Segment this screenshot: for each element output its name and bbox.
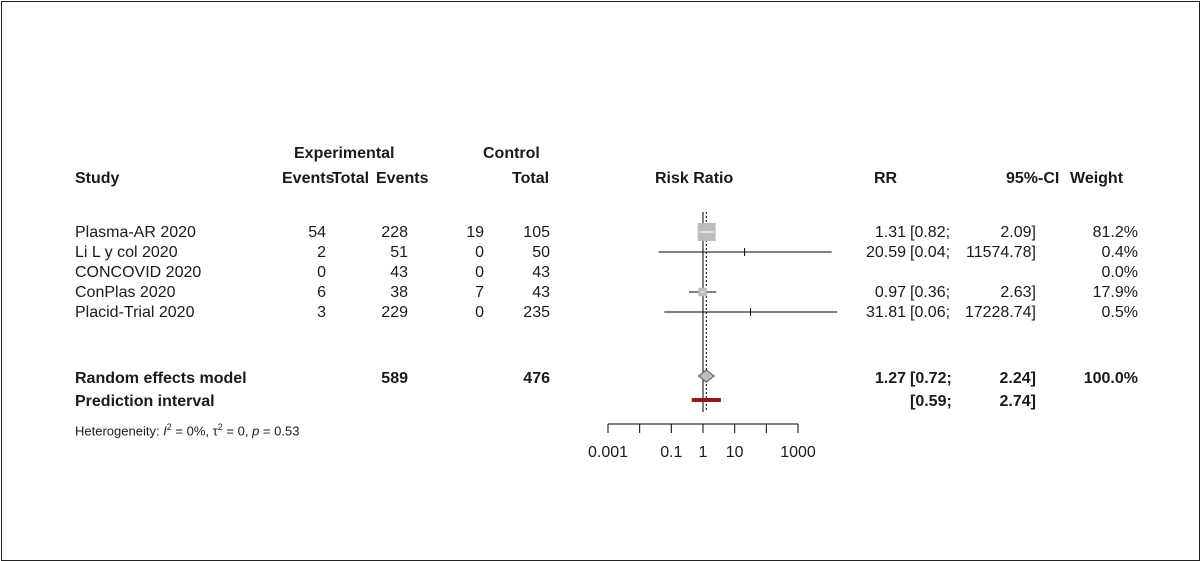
header-events-exp: Events xyxy=(282,170,335,187)
tick-label: 0.001 xyxy=(588,444,628,461)
summary-weight: 100.0% xyxy=(1083,370,1138,387)
weight-value: 81.2% xyxy=(1092,224,1138,241)
events-ctrl: 19 xyxy=(466,224,484,241)
tick-label: 1000 xyxy=(780,444,816,461)
total-exp: 229 xyxy=(381,304,408,321)
header-experimental: Experimental xyxy=(294,145,395,162)
events-exp: 6 xyxy=(317,284,326,301)
weight-value: 0.4% xyxy=(1101,244,1138,261)
summary-total-exp: 589 xyxy=(381,370,408,387)
events-exp: 3 xyxy=(317,304,326,321)
study-name: Placid-Trial 2020 xyxy=(75,304,195,321)
prediction-label: Prediction interval xyxy=(75,393,215,410)
total-ctrl: 43 xyxy=(532,264,550,281)
summary-rr: 1.27 xyxy=(874,370,906,387)
events-exp: 2 xyxy=(317,244,326,261)
heterogeneity-text: Heterogeneity: I2 = 0%, τ2 = 0, p = 0.53 xyxy=(75,422,300,439)
rr-value: 31.81 xyxy=(865,304,906,321)
ci-high: 2.09] xyxy=(1000,224,1036,241)
header-total-exp: Total xyxy=(332,170,370,187)
total-ctrl: 105 xyxy=(523,224,550,241)
header-total-ctrl: Total xyxy=(512,170,550,187)
tick-label: 10 xyxy=(726,444,744,461)
total-exp: 228 xyxy=(381,224,408,241)
ci-high: 11574.78] xyxy=(966,244,1036,261)
rr-value: 1.31 xyxy=(874,224,906,241)
summary-ci-high: 2.24] xyxy=(999,370,1036,387)
tick-label: 1 xyxy=(699,444,708,461)
ci-high: 17228.74] xyxy=(964,304,1036,321)
events-ctrl: 0 xyxy=(475,244,484,261)
ci-low: [0.82; xyxy=(910,224,951,241)
total-ctrl: 235 xyxy=(523,304,550,321)
summary-total-ctrl: 476 xyxy=(523,370,550,387)
prediction-ci-low: [0.59; xyxy=(910,393,952,410)
ci-low: [0.06; xyxy=(910,304,951,321)
header-risk-ratio: Risk Ratio xyxy=(655,170,734,187)
events-exp: 54 xyxy=(308,224,326,241)
total-exp: 51 xyxy=(390,244,408,261)
total-ctrl: 43 xyxy=(532,284,550,301)
summary-label: Random effects model xyxy=(75,370,247,387)
ci-low: [0.04; xyxy=(910,244,951,261)
header-rr: RR xyxy=(874,170,898,187)
header-study: Study xyxy=(75,170,120,187)
total-exp: 43 xyxy=(390,264,408,281)
prediction-bar xyxy=(691,398,721,402)
weight-value: 0.0% xyxy=(1101,264,1138,281)
ci-low: [0.36; xyxy=(910,284,951,301)
total-exp: 38 xyxy=(390,284,408,301)
rr-value: 20.59 xyxy=(865,244,906,261)
events-ctrl: 0 xyxy=(475,264,484,281)
header-events-ctrl: Events xyxy=(376,170,429,187)
study-name: Li L y col 2020 xyxy=(75,244,178,261)
study-name: CONCOVID 2020 xyxy=(75,264,202,281)
events-ctrl: 7 xyxy=(475,284,484,301)
summary-ci-low: [0.72; xyxy=(910,370,952,387)
rr-value: 0.97 xyxy=(874,284,906,301)
weight-value: 17.9% xyxy=(1092,284,1138,301)
events-ctrl: 0 xyxy=(475,304,484,321)
ci-high: 2.63] xyxy=(1000,284,1036,301)
study-name: ConPlas 2020 xyxy=(75,284,176,301)
total-ctrl: 50 xyxy=(532,244,550,261)
prediction-ci-high: 2.74] xyxy=(999,393,1036,410)
header-ci: 95%-CI xyxy=(1006,170,1060,187)
header-control: Control xyxy=(483,145,540,162)
tick-label: 0.1 xyxy=(660,444,682,461)
summary-diamond xyxy=(697,369,715,383)
header-weight: Weight xyxy=(1070,170,1124,187)
study-name: Plasma-AR 2020 xyxy=(75,224,196,241)
weight-value: 0.5% xyxy=(1101,304,1138,321)
events-exp: 0 xyxy=(317,264,326,281)
